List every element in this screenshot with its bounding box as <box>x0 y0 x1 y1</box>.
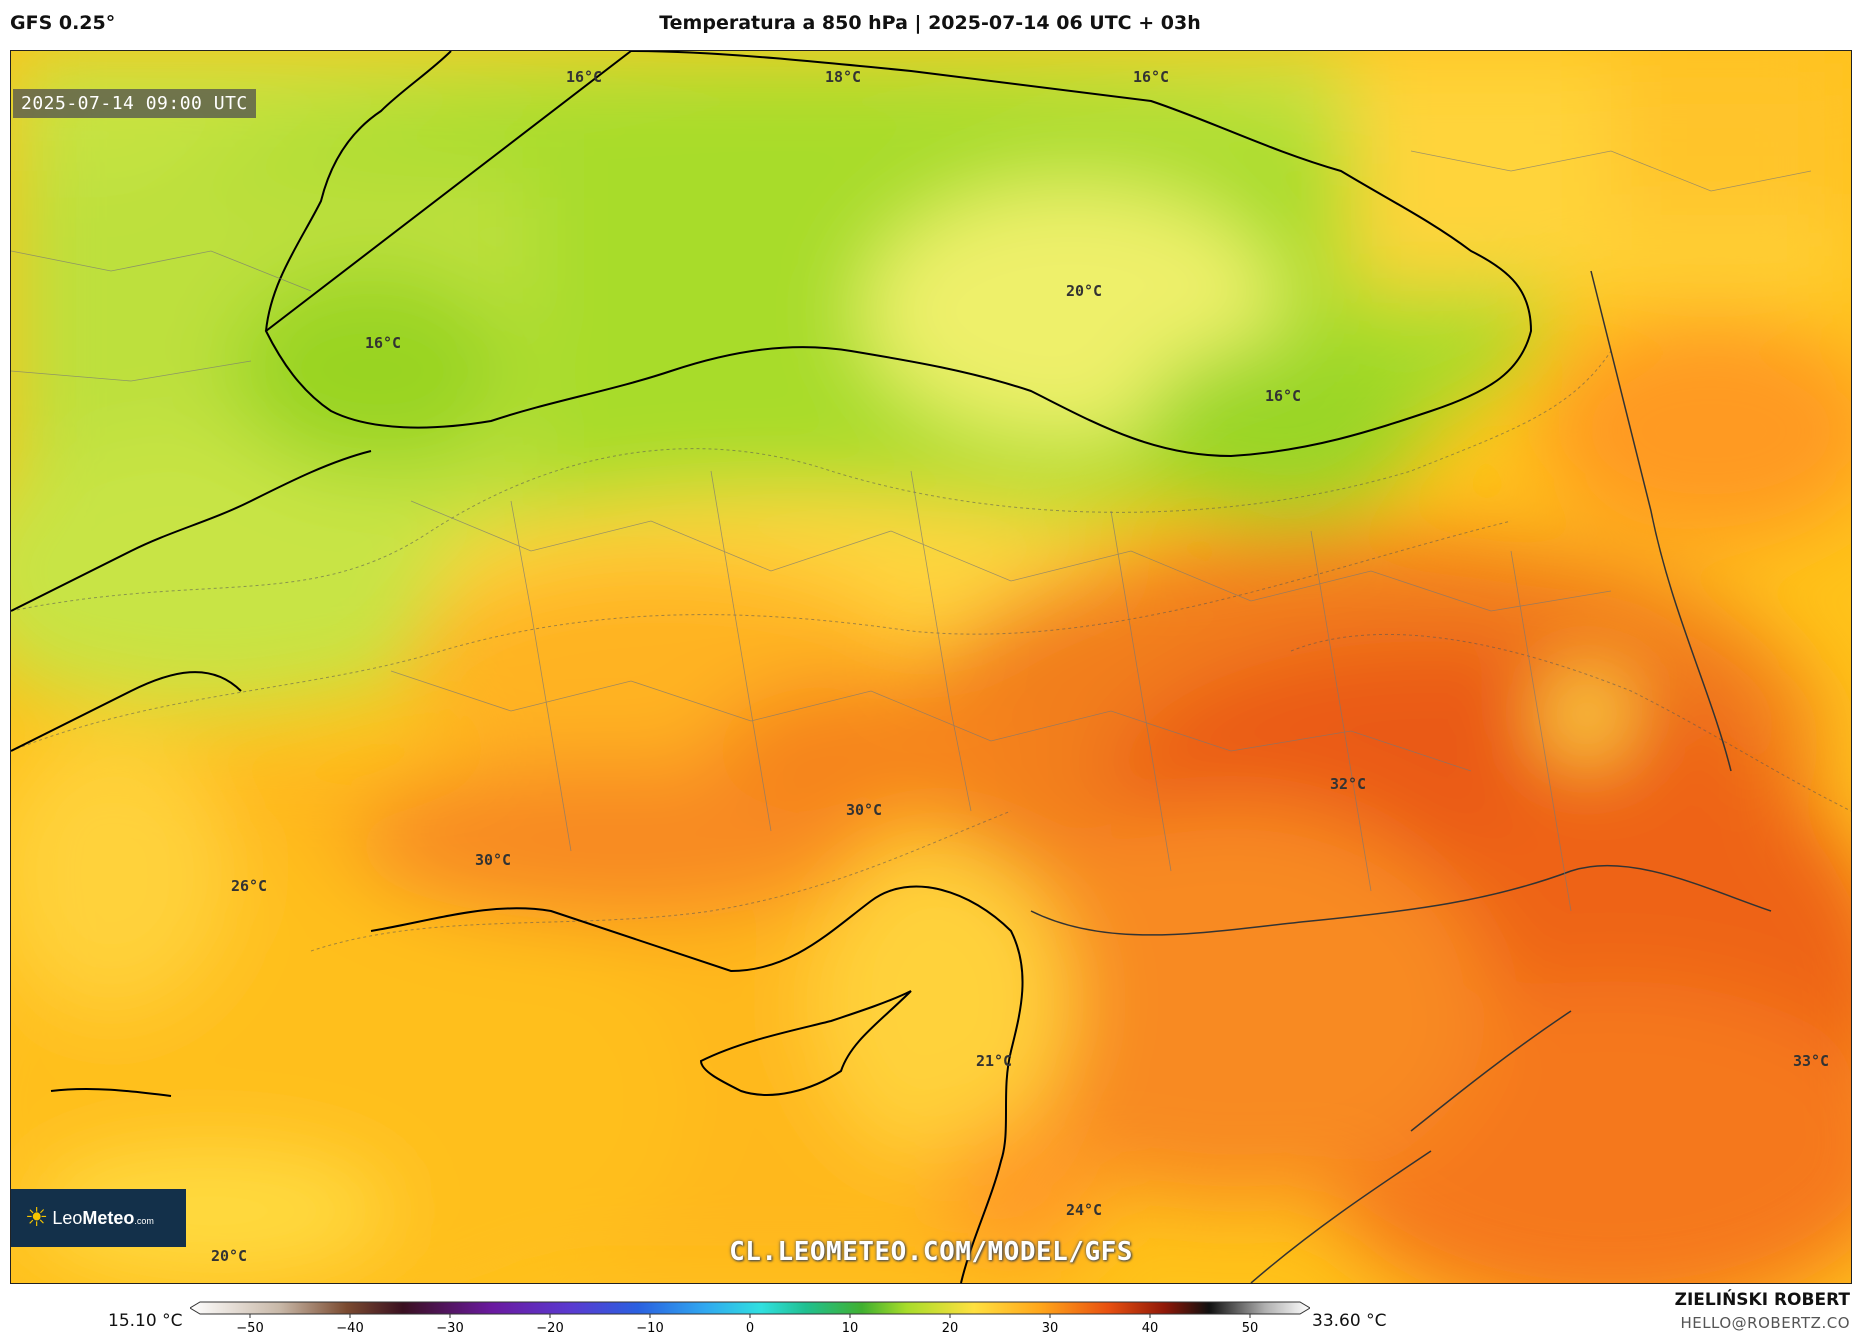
temp-label: 16°C <box>1132 68 1170 86</box>
southern-coast <box>370 885 1024 1283</box>
colorbar: −50 −40 −30 −20 −10 0 10 20 30 40 50 <box>190 1301 1310 1336</box>
crete <box>50 1087 172 1097</box>
page-title: Temperatura a 850 hPa | 2025-07-14 06 UT… <box>659 12 1201 34</box>
colorbar-tick-label: 40 <box>1142 1321 1159 1336</box>
logo-name-plain: Leo <box>52 1207 83 1228</box>
temp-label: 16°C <box>1264 387 1302 405</box>
borders <box>1030 270 1772 1283</box>
colorbar-tick-label: 0 <box>746 1321 754 1336</box>
colorbar-tick-label: 30 <box>1042 1321 1059 1336</box>
colorbar-tick-label: −40 <box>336 1321 363 1336</box>
coastlines <box>11 51 1533 1283</box>
header-model: GFS 0.25° <box>10 12 116 34</box>
colorbar-tick-label: −50 <box>236 1321 263 1336</box>
temp-label: 33°C <box>1792 1052 1830 1070</box>
temp-label: 30°C <box>845 801 883 819</box>
colorbar-tick-label: −10 <box>636 1321 663 1336</box>
map-canvas <box>11 51 1851 1283</box>
colorbar-min-label: 15.10 °C <box>108 1311 183 1331</box>
temp-label: 18°C <box>824 68 862 86</box>
colorbar-max-label: 33.60 °C <box>1312 1311 1387 1331</box>
colorbar-tick-label: −20 <box>536 1321 563 1336</box>
aegean-coast <box>11 450 372 752</box>
temp-label: 26°C <box>230 877 268 895</box>
temp-label: 16°C <box>565 68 603 86</box>
colorbar-tick-label: −30 <box>436 1321 463 1336</box>
temp-label: 24°C <box>1065 1201 1103 1219</box>
timestamp-label: 2025-07-14 09:00 UTC <box>13 89 256 118</box>
black-sea-coast <box>264 51 1533 458</box>
colorbar-tick-label: 10 <box>842 1321 859 1336</box>
temp-label: 32°C <box>1329 775 1367 793</box>
temp-label: 20°C <box>210 1247 248 1265</box>
leometeo-logo: ☀ LeoMeteo.com <box>11 1189 186 1247</box>
colorbar-ticks: −50 −40 −30 −20 −10 0 10 20 30 40 50 <box>236 1314 1258 1336</box>
colorbar-ramp <box>190 1301 1310 1315</box>
contour-lines <box>11 350 1851 952</box>
temp-label: 30°C <box>474 851 512 869</box>
logo-suffix: .com <box>134 1215 154 1226</box>
temp-label: 21°C <box>975 1052 1013 1070</box>
temperature-map[interactable]: 2025-07-14 09:00 UTC 16°C 18°C 16°C 16°C… <box>10 50 1852 1284</box>
logo-name-bold: Meteo <box>82 1207 135 1228</box>
temperature-field <box>11 51 1851 1283</box>
author-name: ZIELIŃSKI ROBERT <box>1674 1290 1850 1310</box>
province-lines <box>11 150 1812 912</box>
cyprus <box>699 990 912 1096</box>
author-email[interactable]: HELLO@ROBERTZ.CO <box>1680 1314 1850 1332</box>
temp-label: 20°C <box>1065 282 1103 300</box>
watermark-url: CL.LEOMETEO.COM/MODEL/GFS <box>729 1237 1133 1267</box>
colorbar-tick-label: 20 <box>942 1321 959 1336</box>
sun-icon: ☀ <box>25 1203 49 1233</box>
temp-label: 16°C <box>364 334 402 352</box>
colorbar-tick-label: 50 <box>1242 1321 1259 1336</box>
